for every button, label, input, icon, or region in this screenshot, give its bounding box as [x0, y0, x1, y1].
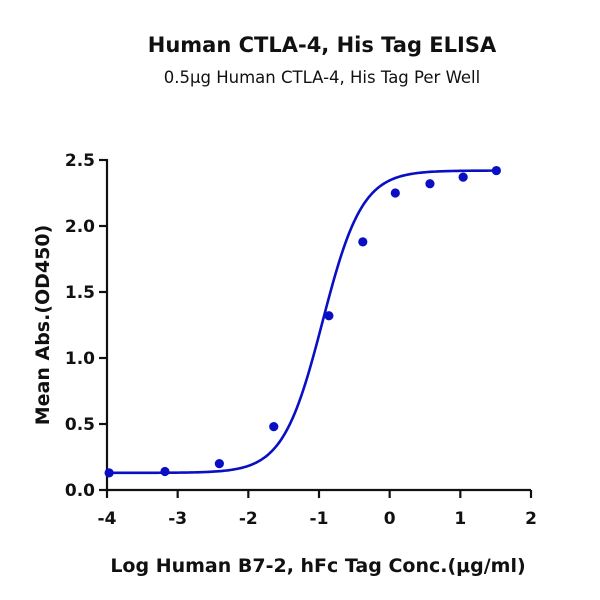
- y-tick-label: 2.0: [65, 217, 95, 237]
- x-axis-label: Log Human B7-2, hFc Tag Conc.(μg/ml): [110, 555, 525, 577]
- chart-subtitle: 0.5μg Human CTLA-4, His Tag Per Well: [164, 68, 480, 87]
- data-point: [104, 468, 114, 478]
- y-tick-label: 1.0: [65, 349, 95, 369]
- data-point: [160, 466, 170, 477]
- y-ticks: 0.0 0.5 1.0 1.5 2.0 2.5: [65, 151, 107, 501]
- x-tick-label: -1: [310, 509, 329, 529]
- y-tick-label: 0.5: [65, 415, 95, 435]
- plot-area: 0.0 0.5 1.0 1.5 2.0 2.5 -4 -3 -2 -1 0 1 2: [65, 151, 537, 529]
- data-point: [324, 311, 334, 321]
- y-tick-label: 2.5: [65, 151, 95, 171]
- data-point: [269, 422, 279, 432]
- data-point: [458, 172, 468, 182]
- data-point: [390, 188, 400, 198]
- x-tick-label: -2: [239, 509, 258, 529]
- data-points: [104, 165, 501, 478]
- data-point: [358, 237, 368, 247]
- x-tick-label: -3: [168, 509, 187, 529]
- x-ticks: -4 -3 -2 -1 0 1 2: [98, 490, 537, 529]
- y-tick-label: 1.5: [65, 283, 95, 303]
- y-tick-label: 0.0: [65, 481, 95, 501]
- data-point: [491, 165, 501, 176]
- x-tick-label: 1: [454, 509, 466, 529]
- data-point: [214, 459, 224, 469]
- chart-title: Human CTLA-4, His Tag ELISA: [148, 33, 497, 57]
- fit-curve: [107, 169, 498, 475]
- data-point: [425, 179, 435, 189]
- y-axis-label: Mean Abs.(OD450): [32, 225, 54, 426]
- x-tick-label: 0: [384, 509, 396, 529]
- x-tick-label: -4: [98, 509, 117, 529]
- x-tick-label: 2: [525, 509, 537, 529]
